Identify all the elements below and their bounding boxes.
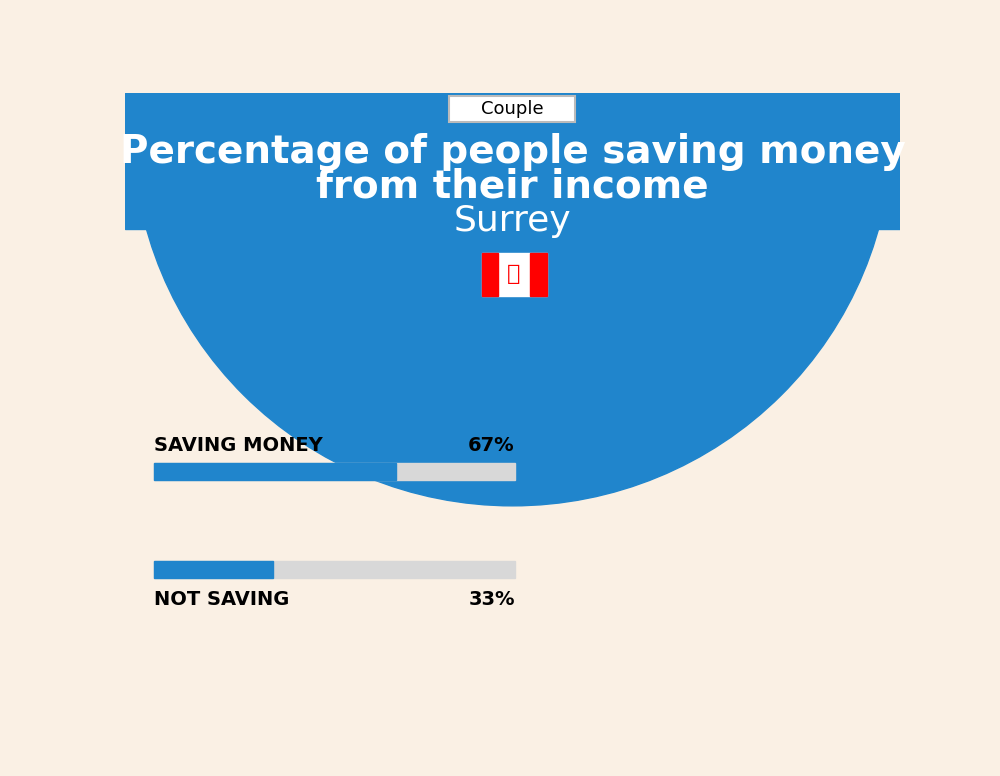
Text: Surrey: Surrey [454, 204, 571, 238]
FancyBboxPatch shape [449, 96, 575, 123]
Bar [154, 462, 396, 480]
Bar [482, 252, 547, 296]
Text: 67%: 67% [468, 436, 515, 456]
Bar [482, 252, 498, 296]
Text: from their income: from their income [316, 168, 709, 206]
Bar [125, 93, 900, 229]
Bar [154, 462, 515, 480]
Text: 33%: 33% [468, 590, 515, 608]
Text: NOT SAVING: NOT SAVING [154, 590, 290, 608]
Text: 🍁: 🍁 [507, 264, 521, 284]
Bar [530, 252, 547, 296]
Text: Couple: Couple [481, 100, 544, 118]
Text: Percentage of people saving money: Percentage of people saving money [120, 133, 905, 171]
Bar [154, 561, 273, 578]
Text: SAVING MONEY: SAVING MONEY [154, 436, 323, 456]
Bar [154, 561, 515, 578]
Circle shape [133, 0, 892, 506]
